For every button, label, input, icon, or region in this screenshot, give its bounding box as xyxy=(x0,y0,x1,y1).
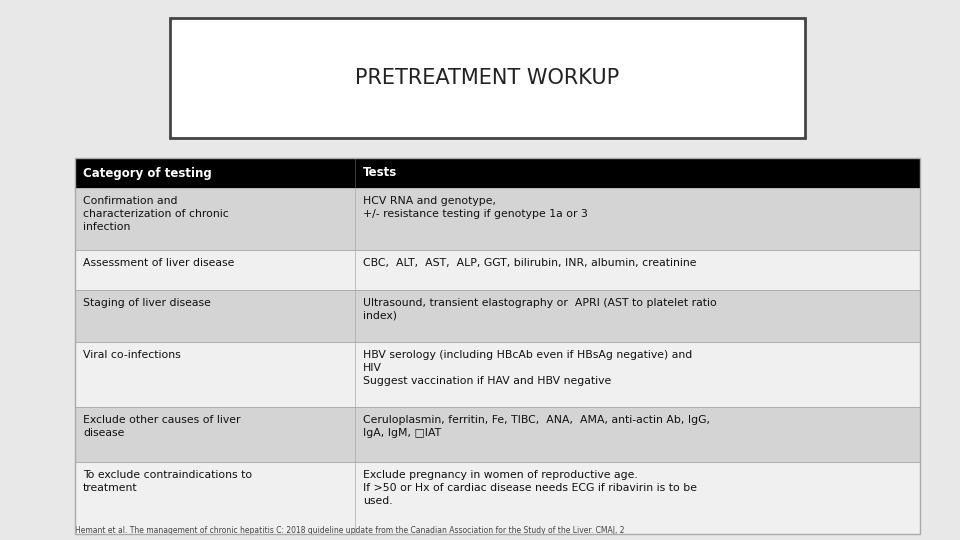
Text: Category of testing: Category of testing xyxy=(83,166,212,179)
Text: Confirmation and
characterization of chronic
infection: Confirmation and characterization of chr… xyxy=(83,196,228,232)
Bar xyxy=(170,18,805,138)
Bar xyxy=(75,158,920,534)
Text: HBV serology (including HBcAb even if HBsAg negative) and
HIV
Suggest vaccinatio: HBV serology (including HBcAb even if HB… xyxy=(363,350,692,386)
Bar xyxy=(75,407,920,462)
Text: Exclude pregnancy in women of reproductive age.
If >50 or Hx of cardiac disease : Exclude pregnancy in women of reproducti… xyxy=(363,470,697,505)
Text: HCV RNA and genotype,
+/- resistance testing if genotype 1a or 3: HCV RNA and genotype, +/- resistance tes… xyxy=(363,196,588,219)
Text: Ceruloplasmin, ferritin, Fe, TIBC,  ANA,  AMA, anti-actin Ab, IgG,
IgA, IgM, □IA: Ceruloplasmin, ferritin, Fe, TIBC, ANA, … xyxy=(363,415,710,438)
Text: CBC,  ALT,  AST,  ALP, GGT, bilirubin, INR, albumin, creatinine: CBC, ALT, AST, ALP, GGT, bilirubin, INR,… xyxy=(363,258,697,268)
Bar xyxy=(75,188,920,250)
Text: Hemant et al. The management of chronic hepatitis C: 2018 guideline update from : Hemant et al. The management of chronic … xyxy=(75,526,625,535)
Bar xyxy=(75,342,920,407)
Text: Viral co-infections: Viral co-infections xyxy=(83,350,180,360)
Bar xyxy=(75,250,920,290)
Text: Ultrasound, transient elastography or  APRI (AST to platelet ratio
index): Ultrasound, transient elastography or AP… xyxy=(363,298,717,321)
Bar xyxy=(75,462,920,534)
Text: Exclude other causes of liver
disease: Exclude other causes of liver disease xyxy=(83,415,241,438)
Text: PRETREATMENT WORKUP: PRETREATMENT WORKUP xyxy=(355,68,619,88)
Text: To exclude contraindications to
treatment: To exclude contraindications to treatmen… xyxy=(83,470,252,493)
Bar xyxy=(75,290,920,342)
Bar xyxy=(75,158,920,188)
Text: Staging of liver disease: Staging of liver disease xyxy=(83,298,211,308)
Text: Tests: Tests xyxy=(363,166,397,179)
Text: Assessment of liver disease: Assessment of liver disease xyxy=(83,258,234,268)
